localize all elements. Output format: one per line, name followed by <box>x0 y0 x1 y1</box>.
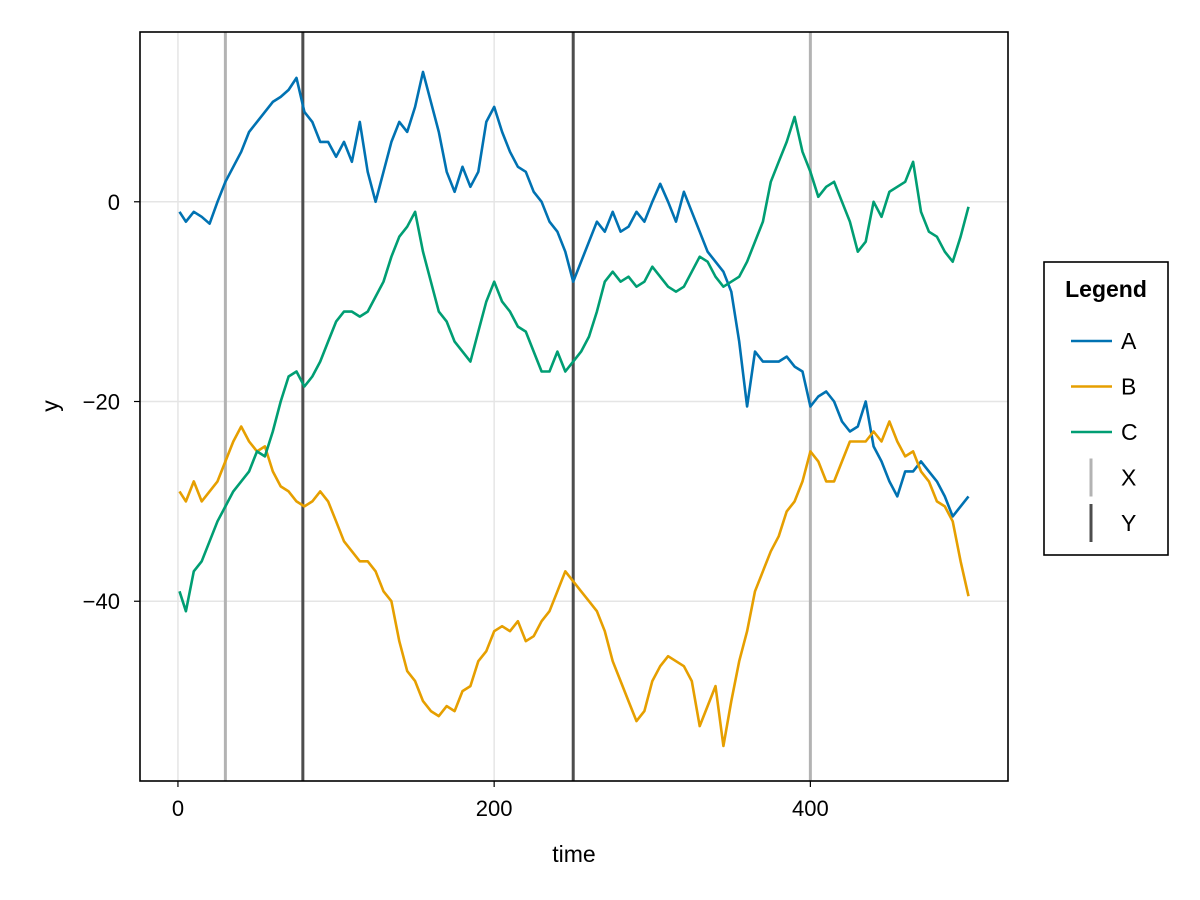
y-axis-label: y <box>37 400 63 412</box>
series-line-a <box>178 70 970 518</box>
y-tick-label: −40 <box>83 589 120 614</box>
x-tick-label: 0 <box>172 796 184 821</box>
vertical-reference-lines <box>223 32 812 781</box>
y-tick-label: −20 <box>83 390 120 415</box>
x-tick-label: 200 <box>476 796 513 821</box>
series-lines <box>178 70 970 748</box>
legend-box <box>1043 261 1169 556</box>
legend-title: Legend <box>1065 276 1147 302</box>
legend-label-a: A <box>1121 328 1137 354</box>
x-axis-label: time <box>552 841 595 867</box>
legend-label-c: C <box>1121 419 1138 445</box>
legend-label-b: B <box>1121 374 1136 400</box>
plot-frame <box>139 31 1009 782</box>
y-tick-label: 0 <box>108 190 120 215</box>
legend-label-y: Y <box>1121 510 1136 536</box>
axis-ticks: 0 200 400 0 −20 −40 <box>83 190 829 821</box>
series-line-b <box>178 420 970 748</box>
series-line-c <box>178 115 970 613</box>
x-tick-label: 400 <box>792 796 829 821</box>
legend-label-x: X <box>1121 465 1136 491</box>
